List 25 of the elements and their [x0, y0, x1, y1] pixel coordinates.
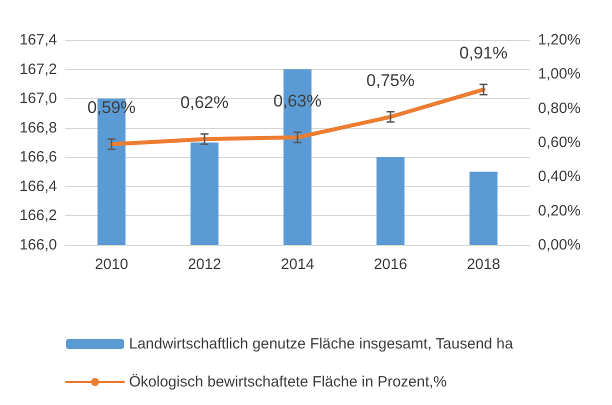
y2-tick-label: 1,20% [538, 32, 581, 48]
data-label: 0,75% [366, 70, 415, 90]
x-tick-label: 2016 [374, 256, 408, 273]
legend-label: Ökologisch bewirtschaftete Fläche in Prozent,% [129, 374, 447, 390]
x-tick-label: 2010 [94, 256, 128, 273]
data-label: 0,62% [180, 93, 229, 112]
y-tick-label: 166,2 [19, 207, 57, 224]
y-tick-label: 166,0 [19, 236, 57, 254]
x-tick-label: 2014 [280, 256, 314, 273]
y2-tick-label: 0,00% [538, 236, 581, 254]
y-tick-label: 167,2 [19, 60, 57, 78]
y-tick-label: 167,0 [19, 90, 57, 108]
y-tick-label: 166,4 [19, 178, 57, 195]
y2-tick-label: 0,60% [538, 134, 581, 151]
y-tick-label: 166,6 [19, 148, 57, 166]
y2-tick-label: 1,00% [538, 66, 581, 83]
y2-tick-label: 0,40% [538, 168, 581, 186]
y-tick-label: 167,4 [19, 32, 57, 48]
x-tick-label: 2012 [188, 256, 222, 273]
y2-tick-label: 0,80% [538, 100, 581, 117]
data-label: 0,91% [459, 44, 508, 63]
y2-tick-label: 0,20% [538, 202, 581, 220]
x-tick-label: 2018 [466, 256, 500, 273]
y-tick-label: 166,8 [19, 119, 57, 136]
legend-label: Landwirtschaftlich genutze Fläche insgesamt, Tausend ha [129, 336, 514, 352]
